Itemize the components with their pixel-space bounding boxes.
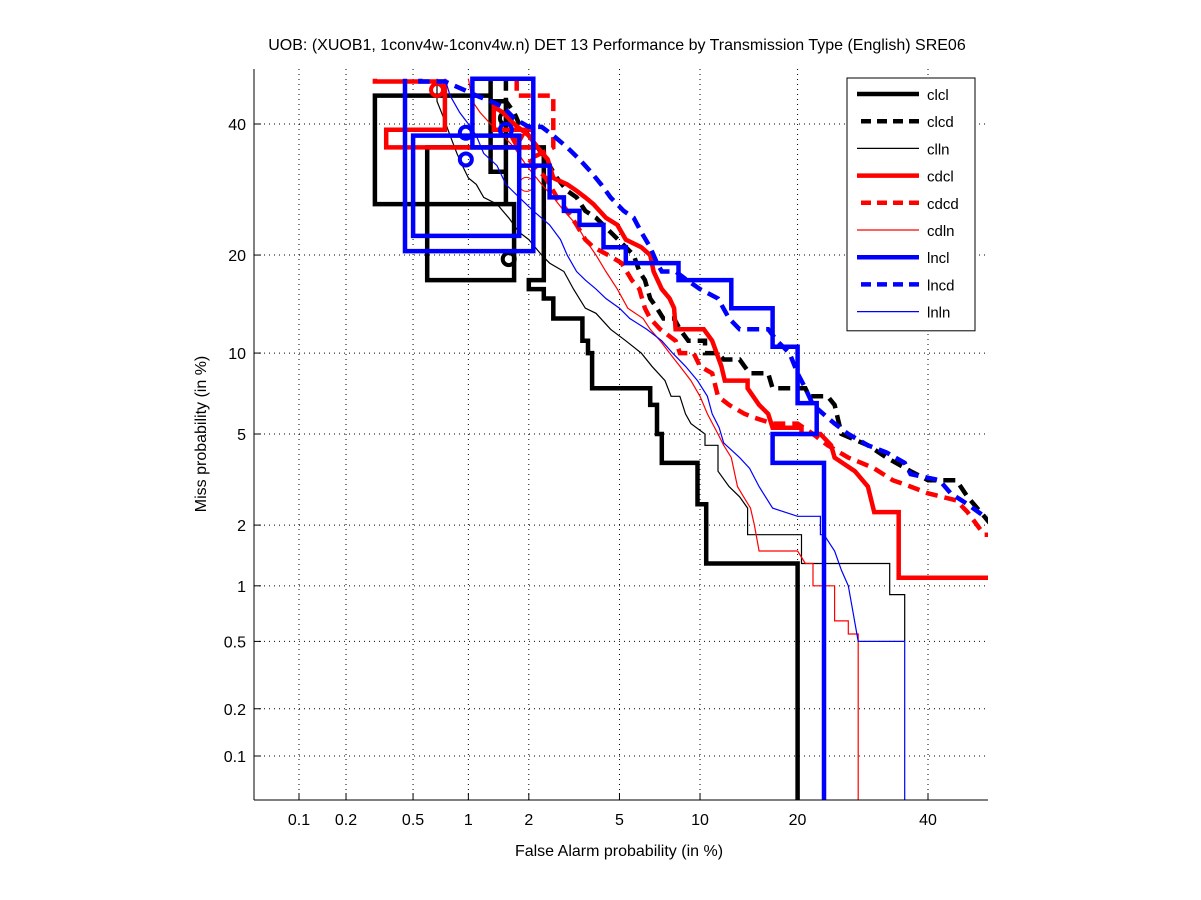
legend-item-lncd: lncd: [861, 277, 955, 294]
x-axis-ticks: 0.1 0.2 0.5 1 2 5 10 20 40: [288, 793, 937, 829]
y-axis-label: Miss probability (in %): [193, 356, 210, 512]
legend-label: cdcd: [927, 196, 959, 213]
legend-item-cdcl: cdcl: [857, 169, 954, 186]
legend-item-lncl: lncl: [857, 250, 950, 267]
x-tick-label: 0.5: [402, 812, 424, 829]
series-line-cdln: [467, 78, 859, 800]
y-tick-label: 1: [237, 579, 246, 596]
legend-item-cdln: cdln: [857, 223, 955, 240]
chart-title: UOB: (XUOB1, 1conv4w-1conv4w.n) DET 13 P…: [268, 37, 966, 54]
y-tick-label: 5: [237, 427, 246, 444]
series-line-lncd: [418, 78, 988, 519]
legend-item-cdcd: cdcd: [861, 196, 959, 213]
legend-label: clcl: [927, 87, 949, 104]
legend-item-clln: clln: [857, 141, 950, 158]
legend-label: lncd: [927, 277, 955, 294]
y-tick-label: 40: [228, 117, 246, 134]
y-tick-label: 0.5: [224, 634, 246, 651]
x-tick-label: 20: [789, 812, 807, 829]
axes: [253, 69, 988, 801]
legend-item-lnln: lnln: [857, 305, 950, 322]
x-tick-label: 5: [615, 812, 624, 829]
x-tick-label: 0.2: [335, 812, 357, 829]
series-layer: [372, 76, 988, 800]
series-line-lnln: [444, 78, 906, 800]
legend-item-clcd: clcd: [861, 114, 954, 131]
series-line-clln: [436, 78, 906, 642]
legend: clcl clcd clln cdcl cdcd cdln lncl lncd lnln: [846, 77, 976, 332]
legend-item-clcl: clcl: [857, 87, 949, 104]
y-tick-label: 2: [237, 518, 246, 535]
x-tick-label: 1: [464, 812, 473, 829]
y-axis-ticks: 0.1 0.2 0.5 1 2 5 10 20 40: [224, 117, 261, 766]
marker-lncd: [497, 121, 514, 138]
legend-label: clcd: [927, 114, 954, 131]
legend-label: clln: [927, 141, 950, 158]
x-tick-label: 2: [524, 812, 533, 829]
x-axis-label: False Alarm probability (in %): [515, 843, 723, 860]
legend-label: cdcl: [927, 169, 954, 186]
marker-lnln: [457, 151, 474, 168]
y-tick-label: 20: [228, 248, 246, 265]
legend-label: cdln: [927, 223, 955, 240]
y-tick-label: 0.2: [224, 702, 246, 719]
legend-label: lncl: [927, 250, 950, 267]
x-tick-label: 40: [919, 812, 937, 829]
y-tick-label: 0.1: [224, 749, 246, 766]
legend-label: lnln: [927, 305, 950, 322]
x-tick-label: 0.1: [288, 812, 310, 829]
marker-lncl: [457, 124, 474, 141]
y-tick-label: 10: [228, 346, 246, 363]
x-tick-label: 10: [691, 812, 709, 829]
marker-cdcl: [429, 81, 446, 98]
series-line-lncl: [402, 76, 827, 800]
